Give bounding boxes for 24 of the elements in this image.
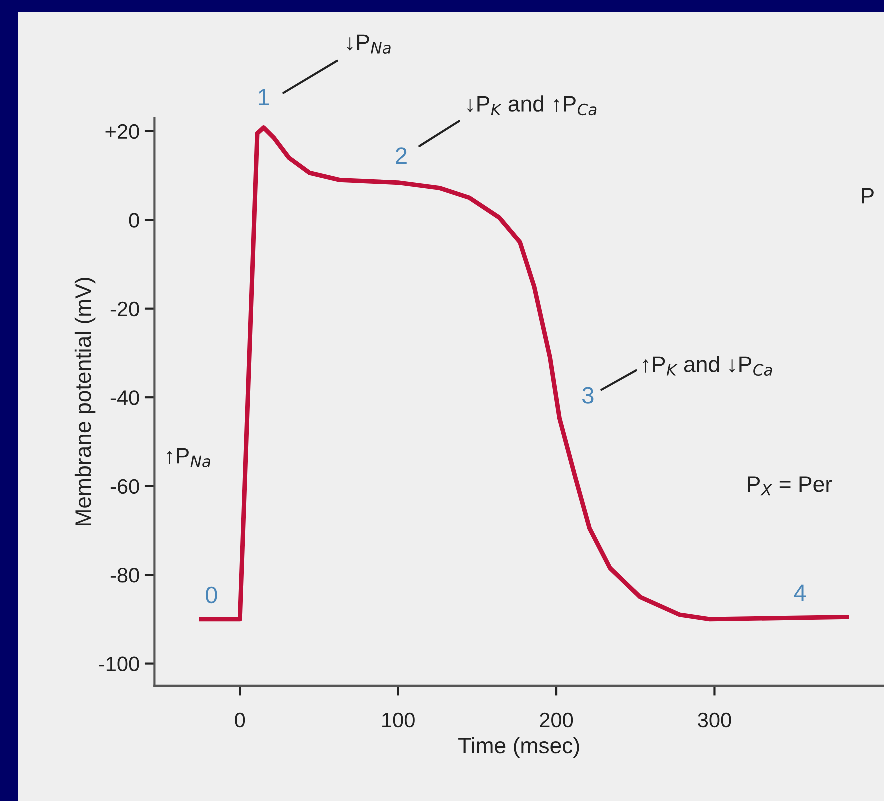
x-axis-title: Time (msec) (458, 737, 580, 758)
y-tick-label: 0 (129, 213, 140, 228)
annotation: ↑P$_{K}$ and ↓P$_{Ca}$ (643, 356, 772, 376)
y-tick-label: -100 (99, 656, 140, 672)
y-tick-label: -80 (110, 568, 140, 583)
text: 1 (259, 89, 270, 106)
y-tick-label: -60 (110, 479, 140, 494)
y-tick-label: -20 (110, 302, 140, 317)
annotation: 0 (206, 586, 218, 604)
annotation: ↑P$_{Na}$ (167, 448, 210, 468)
annotation: P$_{X}$ = Per (748, 476, 832, 496)
x-tick-label: 200 (540, 712, 574, 728)
annotation: 3 (582, 387, 594, 404)
y-tick-label: -40 (110, 390, 140, 406)
annotation: 2 (396, 148, 407, 164)
text: ↓P$_{Na}$ (347, 34, 391, 54)
annotation: P (862, 188, 874, 204)
x-tick-label: 0 (235, 712, 246, 728)
x-tick-label: 100 (382, 712, 415, 728)
x-tick-label: 300 (698, 712, 732, 728)
text: ↓P$_{K}$ and ↑P$_{Ca}$ (468, 96, 597, 116)
y-axis-title: Membrane potential (mV) (74, 278, 96, 526)
y-tick-label: +20 (106, 124, 140, 140)
annotation: 4 (794, 584, 806, 602)
